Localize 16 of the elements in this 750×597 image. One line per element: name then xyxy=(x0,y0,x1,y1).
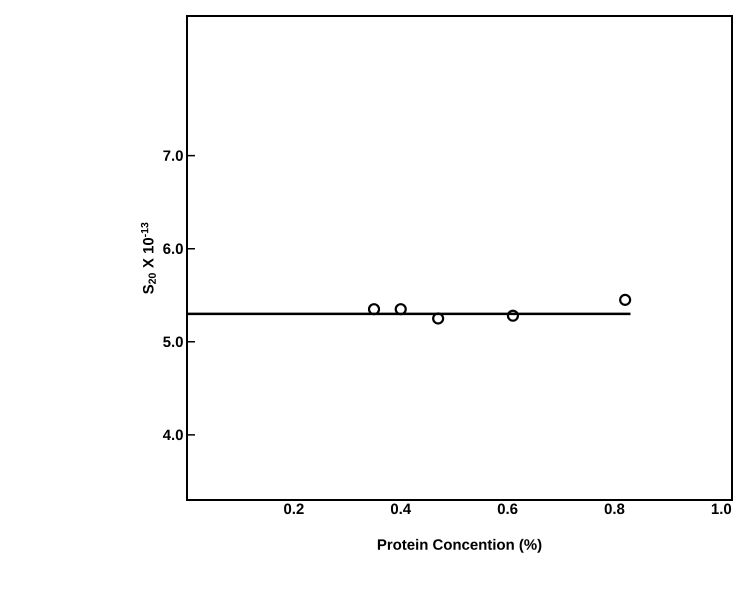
x-tick-label: 0.6 xyxy=(498,504,518,514)
point xyxy=(368,303,380,316)
y-axis-title: S$_{20}$ X 10$^{-13}$ xyxy=(140,222,156,294)
y-tick-label: 5.0 xyxy=(163,336,183,348)
y-tick-label: 6.0 xyxy=(163,243,183,254)
x-tick-label: 1.0 xyxy=(712,504,732,514)
x-tick-label: 0.8 xyxy=(604,504,624,514)
point xyxy=(619,294,632,306)
y-tick-label: 7.0 xyxy=(163,150,183,161)
x-axis-title: Protein Concention (%) xyxy=(378,538,542,553)
x-tick-label: 0.4 xyxy=(390,504,412,514)
point xyxy=(432,312,444,325)
y-tick-label: 4.0 xyxy=(162,430,183,440)
x-tick-label: 0.2 xyxy=(284,504,304,514)
point xyxy=(506,310,520,322)
point xyxy=(394,303,407,316)
